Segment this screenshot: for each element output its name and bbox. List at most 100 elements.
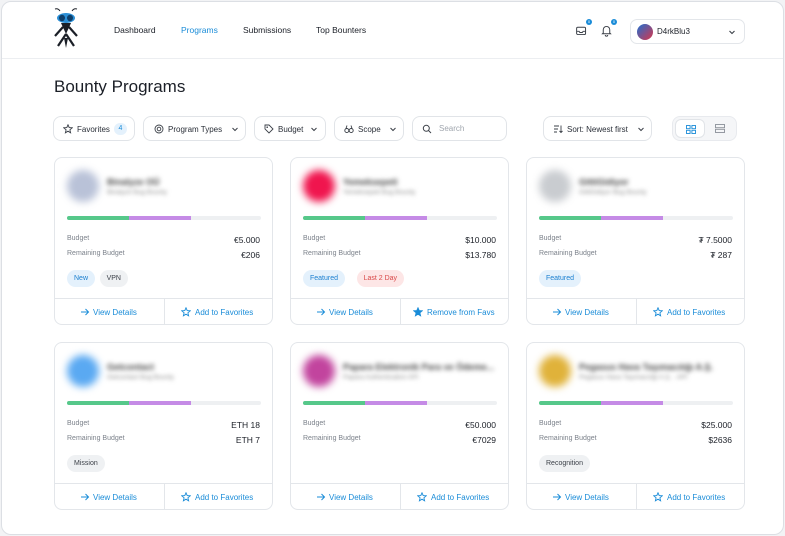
nav-top-bounters[interactable]: Top Bounters [316,25,367,35]
arrow-right-icon [553,493,562,501]
program-subtitle: Getcontact Bug Bounty [107,374,174,381]
progress-segment-purple [365,216,428,220]
list-view-button[interactable] [705,119,735,138]
user-menu[interactable]: D4rkBlu3 [630,19,745,44]
star-icon [653,307,663,317]
program-logo [67,170,99,202]
card-actions: View Details Add to Favorites [527,483,746,510]
remaining-budget-value: ETH 7 [235,435,260,445]
program-logo [303,170,335,202]
remaining-budget-label: Remaining Budget [67,435,125,442]
remaining-budget-label: Remaining Budget [539,435,597,442]
mantis-logo[interactable] [52,8,80,50]
program-name: Pegasus Hava Taşımacılığı A.Ş. [579,362,714,372]
view-details-button[interactable]: View Details [55,484,164,510]
add-to-favorites-button[interactable]: Add to Favorites [165,484,274,510]
card-actions: View Details Add to Favorites [55,298,274,325]
avatar [637,24,653,40]
chevron-down-icon [311,127,317,132]
progress-segment-purple [601,401,664,405]
budget-value: ETH 18 [231,420,260,430]
view-details-button[interactable]: View Details [55,299,164,325]
view-details-label: View Details [565,308,609,317]
view-details-button[interactable]: View Details [291,484,400,510]
program-card[interactable]: Pegasus Hava Taşımacılığı A.Ş. Pegasus H… [526,342,745,510]
grid-view-button[interactable] [675,119,705,138]
remaining-budget-label: Remaining Budget [539,250,597,257]
program-tag: Featured [539,270,582,287]
program-logo [303,355,335,387]
view-toggle [672,116,737,141]
chevron-down-icon [390,127,396,132]
budget-label: Budget [539,420,562,427]
card-actions: View Details Remove from Favs [291,298,510,325]
program-card[interactable]: Yemeksepeti Yemeksepeti Bug Bounty Budge… [290,157,509,325]
remaining-budget-label: Remaining Budget [303,435,361,442]
star-icon [181,307,191,317]
favorites-action-label: Add to Favorites [195,493,254,502]
arrow-right-icon [81,308,90,316]
arrow-right-icon [81,493,90,501]
favorites-action-label: Add to Favorites [195,308,254,317]
search-box[interactable] [412,116,507,141]
view-details-button[interactable]: View Details [527,299,636,325]
program-tag: VPN [99,270,128,287]
favorites-filter[interactable]: Favorites 4 [53,116,135,141]
budget-label: Budget [67,235,90,242]
inbox-button[interactable]: 0 [574,19,592,38]
chevron-down-icon [638,127,644,132]
program-tag: Featured [303,270,346,287]
program-card[interactable]: Getcontact Getcontact Bug Bounty Budget … [54,342,273,510]
remaining-budget-value: $2636 [708,435,732,445]
binoculars-icon [344,125,354,133]
budget-label: Budget [303,420,326,427]
progress-segment-purple [601,216,664,220]
view-details-button[interactable]: View Details [527,484,636,510]
remaining-budget-value: ₮ 287 [710,250,732,260]
page-title: Bounty Programs [54,77,186,96]
card-actions: View Details Add to Favorites [291,483,510,510]
arrow-right-icon [553,308,562,316]
notifications-button[interactable]: 0 [599,19,617,38]
remaining-budget-value: €7029 [472,435,496,445]
favorites-action-label: Add to Favorites [667,493,726,502]
sort-dropdown[interactable]: Sort: Newest first [543,116,652,141]
search-input[interactable] [439,121,499,136]
program-card[interactable]: Binalyze OÜ Binalyze Bug Bounty Budget €… [54,157,273,325]
program-tag: Recognition [539,455,590,472]
remaining-budget-value: €206 [241,250,260,260]
inbox-icon [576,26,587,36]
program-subtitle: GittiGidiyor Bug Bounty [579,189,647,196]
chevron-down-icon [232,127,238,132]
sort-label: Sort: Newest first [567,125,628,134]
add-to-favorites-button[interactable]: Add to Favorites [637,299,746,325]
nav-programs[interactable]: Programs [181,25,218,35]
budget-value: €5.000 [234,235,260,245]
progress-segment-purple [129,216,192,220]
add-to-favorites-button[interactable]: Add to Favorites [401,484,510,510]
progress-segment-green [67,216,130,220]
progress-segment-green [303,401,366,405]
scope-filter[interactable]: Scope [334,116,404,141]
view-details-button[interactable]: View Details [291,299,400,325]
budget-filter[interactable]: Budget [254,116,326,141]
remove-from-favorites-button[interactable]: Remove from Favs [401,299,510,325]
program-types-filter[interactable]: Program Types [143,116,246,141]
view-details-label: View Details [93,308,137,317]
budget-progress-bar [67,401,261,405]
program-card[interactable]: GittiGidiyor GittiGidiyor Bug Bounty Bud… [526,157,745,325]
budget-label: Budget [539,235,562,242]
program-card[interactable]: Papara Elektronik Para ve Ödeme... Papar… [290,342,509,510]
program-name: Getcontact [107,362,155,372]
nav-submissions[interactable]: Submissions [243,25,292,35]
remaining-budget-label: Remaining Budget [303,250,361,257]
nav-dashboard[interactable]: Dashboard [114,25,156,35]
budget-progress-bar [67,216,261,220]
inbox-count-badge: 0 [586,19,592,25]
star-icon [653,492,663,502]
add-to-favorites-button[interactable]: Add to Favorites [165,299,274,325]
add-to-favorites-button[interactable]: Add to Favorites [637,484,746,510]
budget-value: $25.000 [701,420,732,430]
target-icon [154,124,164,134]
